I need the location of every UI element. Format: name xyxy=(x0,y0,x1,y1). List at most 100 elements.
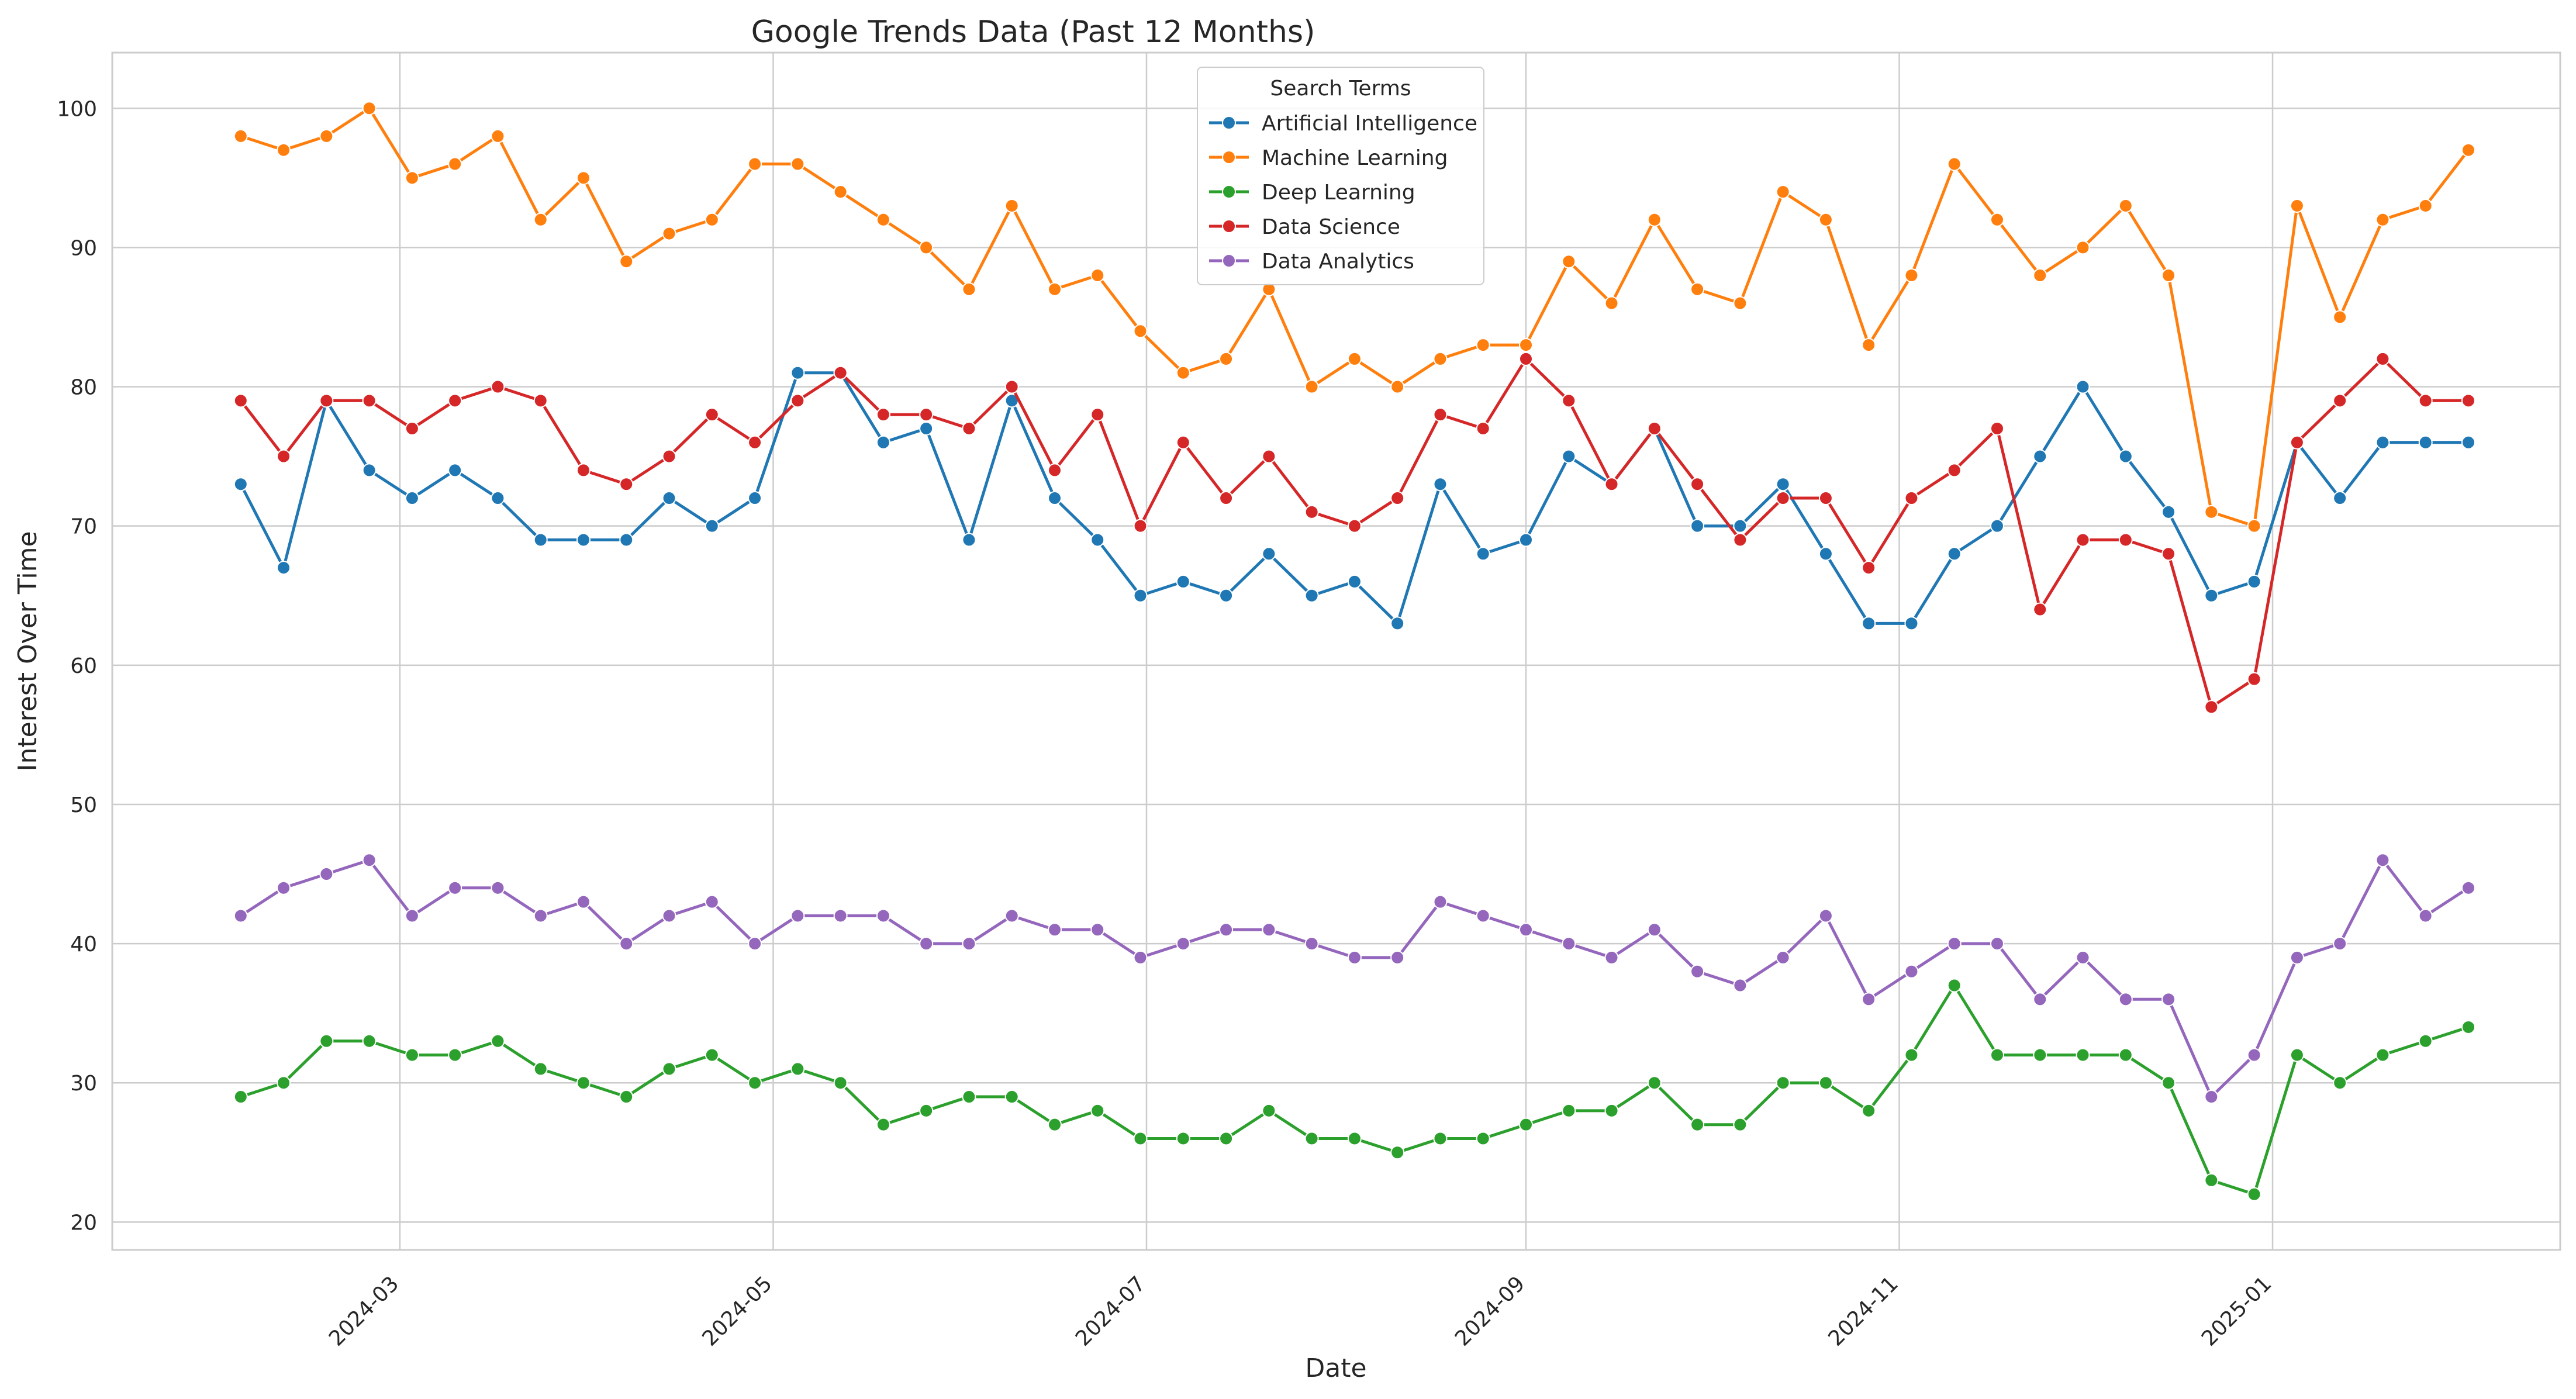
data-point xyxy=(962,937,976,951)
legend: Search Terms Artificial Intelligence Mach… xyxy=(1197,67,1484,285)
data-point xyxy=(1562,393,1576,408)
data-point xyxy=(1476,1131,1490,1146)
data-point xyxy=(619,937,634,951)
y-tick-label: 70 xyxy=(70,515,97,539)
data-point xyxy=(1518,351,1533,366)
data-point xyxy=(1862,338,1876,353)
data-point xyxy=(576,894,591,909)
data-point xyxy=(448,880,462,895)
data-point xyxy=(1476,547,1490,561)
data-point xyxy=(2290,198,2304,213)
data-point xyxy=(962,1090,976,1104)
data-point xyxy=(1862,561,1876,575)
series-layer xyxy=(233,101,2475,1201)
data-point xyxy=(1733,296,1748,310)
data-point xyxy=(1390,1145,1405,1160)
data-point xyxy=(1518,923,1533,937)
data-point xyxy=(2375,435,2390,450)
data-point xyxy=(2033,992,2047,1007)
data-point xyxy=(1219,351,1234,366)
data-point xyxy=(1262,547,1276,561)
data-point xyxy=(1562,937,1576,951)
data-point xyxy=(2290,950,2304,965)
data-point xyxy=(1176,365,1190,380)
data-point xyxy=(1947,463,1962,478)
data-point xyxy=(1133,588,1148,603)
data-point xyxy=(1004,379,1019,394)
data-point xyxy=(1562,254,1576,269)
data-point xyxy=(2204,700,2219,714)
data-point xyxy=(1176,574,1190,589)
data-point xyxy=(919,407,934,422)
data-point xyxy=(533,533,548,547)
data-point xyxy=(1604,950,1619,965)
data-point xyxy=(1219,923,1234,937)
data-point xyxy=(1347,574,1362,589)
data-point xyxy=(277,1076,291,1090)
data-point xyxy=(1090,923,1105,937)
data-point xyxy=(1047,491,1062,506)
data-point xyxy=(1047,923,1062,937)
data-point xyxy=(1947,937,1962,951)
data-point xyxy=(2247,574,2261,589)
data-point xyxy=(2247,672,2261,686)
data-point xyxy=(362,1034,377,1048)
data-point xyxy=(662,909,676,923)
data-point xyxy=(1990,212,2004,227)
data-point xyxy=(962,421,976,436)
data-point xyxy=(448,393,462,408)
data-point xyxy=(2033,602,2047,617)
data-point xyxy=(2461,143,2475,157)
data-point xyxy=(1733,1117,1748,1132)
data-point xyxy=(1433,894,1448,909)
y-tick-label: 80 xyxy=(70,376,97,400)
data-point xyxy=(405,1048,419,1062)
data-point xyxy=(2076,240,2090,255)
data-point xyxy=(1990,519,2004,533)
data-point xyxy=(2333,1076,2347,1090)
data-point xyxy=(1390,379,1405,394)
data-point xyxy=(2204,1090,2219,1104)
data-point xyxy=(277,449,291,464)
data-point xyxy=(576,1076,591,1090)
data-point xyxy=(405,421,419,436)
legend-item: Machine Learning xyxy=(1209,146,1448,170)
data-point xyxy=(405,909,419,923)
data-point xyxy=(790,1062,805,1076)
y-tick-label: 100 xyxy=(57,97,97,121)
data-point xyxy=(619,254,634,269)
data-point xyxy=(2418,1034,2433,1048)
data-point xyxy=(277,143,291,157)
data-point xyxy=(491,491,505,506)
data-point xyxy=(2461,393,2475,408)
data-point xyxy=(1604,1103,1619,1118)
legend-items: Artificial Intelligence Machine Learning D… xyxy=(1209,112,1477,274)
legend-swatch-marker xyxy=(1222,219,1236,233)
data-point xyxy=(2418,198,2433,213)
data-point xyxy=(1733,978,1748,993)
data-point xyxy=(405,171,419,185)
data-point xyxy=(319,129,334,143)
data-point xyxy=(2161,268,2176,283)
data-point xyxy=(1904,1048,1919,1062)
data-point xyxy=(1647,1076,1662,1090)
series-machine-learning xyxy=(233,101,2475,533)
data-point xyxy=(2461,880,2475,895)
data-point xyxy=(790,393,805,408)
data-point xyxy=(2247,1048,2261,1062)
data-point xyxy=(491,379,505,394)
data-point xyxy=(277,561,291,575)
series-data-analytics xyxy=(233,853,2475,1104)
data-point xyxy=(1304,379,1319,394)
data-point xyxy=(1219,588,1234,603)
data-point xyxy=(233,129,248,143)
data-point xyxy=(705,1048,719,1062)
legend-label: Data Science xyxy=(1262,215,1400,239)
data-point xyxy=(2333,393,2347,408)
data-point xyxy=(2118,1048,2133,1062)
data-point xyxy=(1776,950,1790,965)
data-point xyxy=(405,491,419,506)
data-point xyxy=(662,1062,676,1076)
data-point xyxy=(662,491,676,506)
